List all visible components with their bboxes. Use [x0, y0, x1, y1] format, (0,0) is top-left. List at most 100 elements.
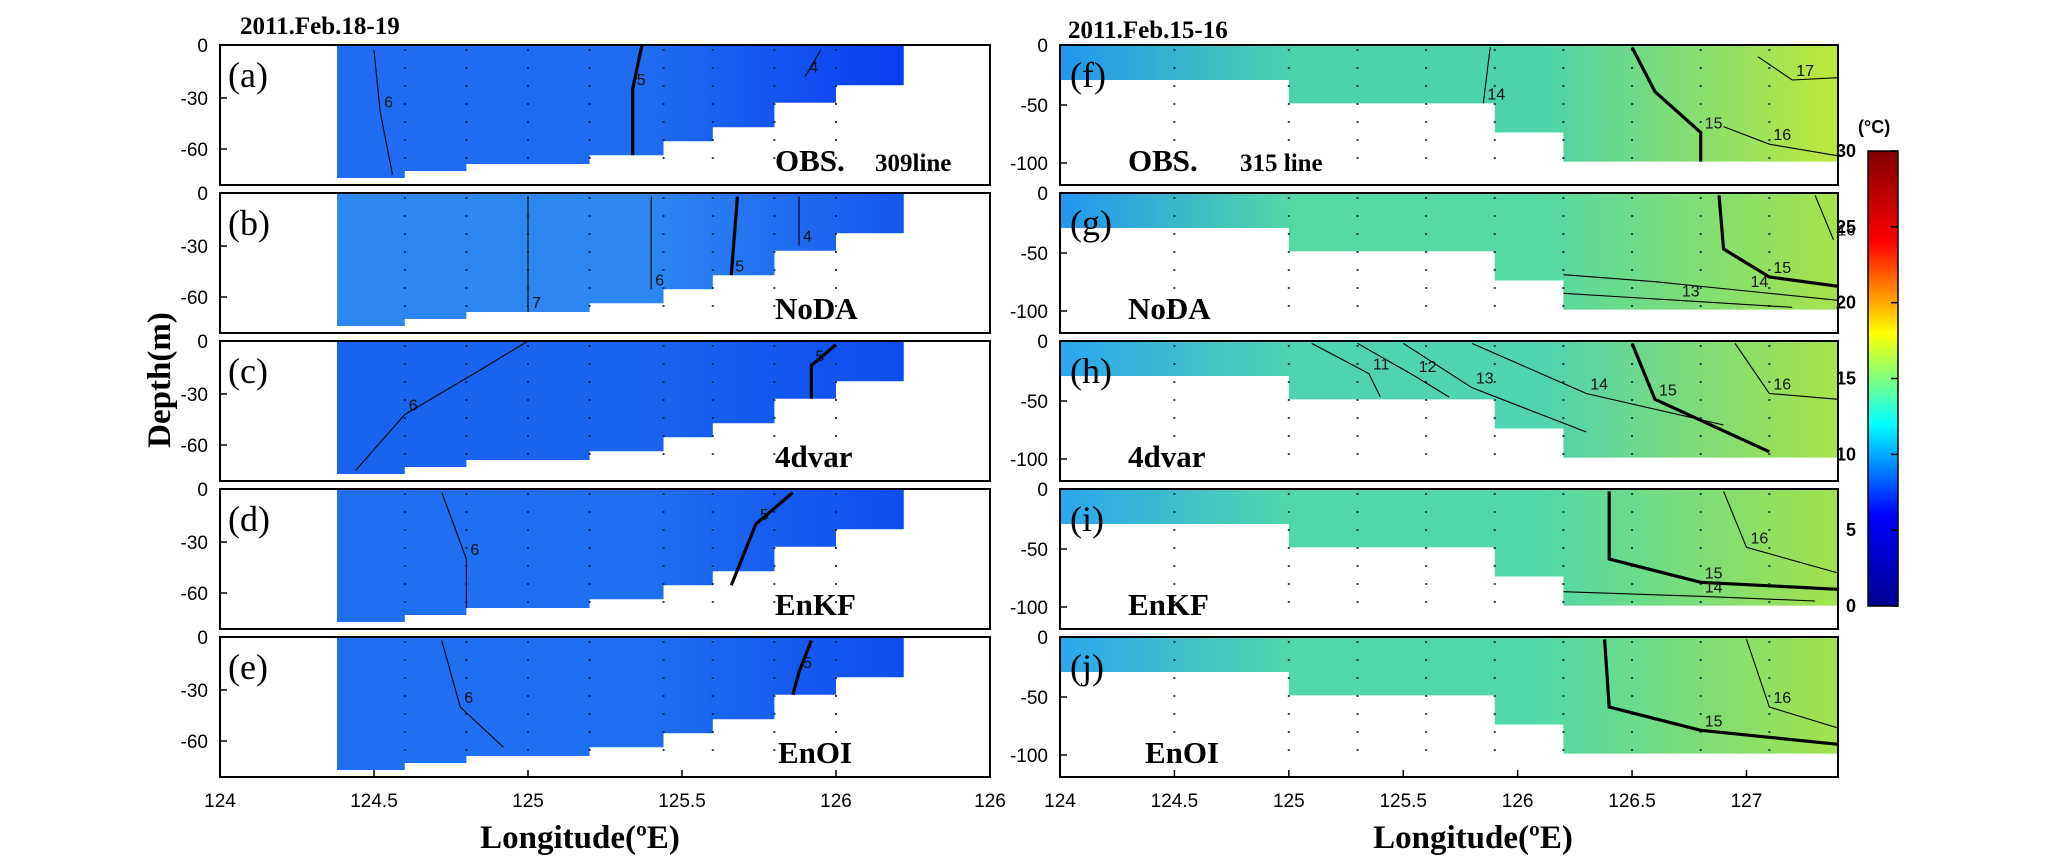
y-tick-label: 0: [1037, 184, 1048, 205]
y-tick-label: -30: [181, 237, 208, 258]
panel-frame: [219, 636, 991, 778]
temperature-field: [1060, 45, 1838, 162]
temperature-field: [1060, 637, 1838, 754]
y-tick-label: 0: [197, 36, 208, 57]
y-tick-label: 0: [1037, 36, 1048, 57]
contour-6: [441, 492, 467, 608]
contour-label-6: 6: [384, 95, 393, 112]
panel-label: (j): [1070, 647, 1104, 687]
colorbar-ticks: 0 5 10 15 20 25 30: [1836, 141, 1898, 616]
contour-14: [1563, 274, 1839, 301]
panel-c: 6 5 0 -30 -60 (c) 4dvar: [181, 332, 991, 482]
contour-15: [1717, 195, 1839, 288]
model-name: OBS.: [775, 143, 845, 178]
y-tick-label: 0: [197, 332, 208, 353]
temperature-field: [337, 637, 904, 770]
contour-5: [791, 639, 813, 696]
model-name: EnOI: [778, 735, 852, 770]
left-column-panels: 6 5 4 0 -30 -60 (a) OBS. 309line 7 6 5 4 0 -30 -60 (b) No…: [181, 36, 1006, 812]
temperature-field: [1060, 489, 1838, 606]
y-tick-label: -30: [181, 89, 208, 110]
right-title: 2011.Feb.15-16: [1068, 17, 1228, 44]
contour-label-4: 4: [809, 60, 818, 77]
y-tick-label: -60: [181, 140, 208, 161]
x-tick-label: 124.5: [1151, 791, 1199, 812]
colorbar: (°C) 0 5 10 15 20 25 30: [1836, 117, 1899, 616]
panel-b: 7 6 5 4 0 -30 -60 (b) NoDA: [181, 184, 991, 334]
model-name: 4dvar: [775, 439, 853, 474]
contour-label-5: 5: [803, 655, 812, 672]
panel-d: 6 5 0 -30 -60 (d) EnKF: [181, 480, 991, 630]
x-tick-label: 126: [974, 791, 1006, 812]
contour-13: [1402, 342, 1587, 433]
model-name: EnKF: [1128, 587, 1209, 622]
y-tick-label: -50: [1021, 244, 1048, 265]
contour-label-15: 15: [1773, 260, 1791, 277]
contour-6: [373, 50, 394, 175]
y-tick-label: 0: [1037, 332, 1048, 353]
contour-label-14: 14: [1750, 274, 1768, 291]
panel-label: (a): [228, 55, 268, 95]
left-title: 2011.Feb.18-19: [240, 13, 400, 40]
y-tick-label: -60: [181, 732, 208, 753]
y-tick-label: -60: [181, 436, 208, 457]
y-tick-label: -60: [181, 584, 208, 605]
y-tick-label: -100: [1010, 598, 1048, 619]
panel-j: 15 16 0 -50 -100 (j) EnOI: [1010, 628, 1839, 778]
y-axis-label: Depth(m): [142, 312, 178, 448]
y-tick-label: -30: [181, 533, 208, 554]
contour-5: [631, 44, 644, 156]
y-tick-label: 0: [1037, 480, 1048, 501]
colorbar-title: (°C): [1858, 117, 1890, 137]
panel-h: 11 12 13 14 15 16 0 -50 -100 (h) 4dvar: [1010, 332, 1839, 482]
contour-5: [729, 196, 740, 276]
panel-frame: [1059, 488, 1839, 630]
contour-16: [1745, 639, 1839, 729]
contour-label-17: 17: [1796, 63, 1814, 80]
x-tick-label: 125: [512, 791, 544, 812]
contour-label-6: 6: [464, 690, 473, 707]
contour-label-15: 15: [1705, 116, 1723, 133]
contour-15: [1630, 46, 1703, 162]
panel-frame: [1059, 636, 1839, 778]
y-tick-label: -100: [1010, 450, 1048, 471]
colorbar-tick-label: 10: [1836, 444, 1856, 464]
contour-17: [1757, 56, 1839, 81]
contour-13: [1563, 292, 1793, 308]
x-tick-label: 124.5: [350, 791, 398, 812]
contour-label-5: 5: [735, 258, 744, 275]
panel-frame: [219, 192, 991, 334]
y-tick-label: -50: [1021, 392, 1048, 413]
contour-label-15: 15: [1705, 713, 1723, 730]
contour-label-14: 14: [1705, 579, 1723, 596]
contour-16: [1734, 343, 1839, 400]
contour-5: [809, 343, 838, 399]
colorbar-tick-label: 30: [1836, 141, 1856, 161]
y-tick-label: -50: [1021, 688, 1048, 709]
panel-f: 14 15 16 17 0 -50 -100 (f) OBS. 315 line: [1010, 36, 1839, 186]
contour-6: [355, 340, 529, 471]
panel-frame: [219, 340, 991, 482]
y-tick-label: 0: [197, 628, 208, 649]
panel-frame: [1059, 340, 1839, 482]
y-tick-label: -30: [181, 385, 208, 406]
contour-14: [1563, 591, 1816, 602]
model-name: OBS.: [1128, 143, 1198, 178]
contour-label-16: 16: [1773, 127, 1791, 144]
y-tick-label: 0: [197, 184, 208, 205]
y-tick-label: -100: [1010, 302, 1048, 323]
contour-5: [729, 491, 794, 586]
contour-label-14: 14: [1487, 86, 1505, 103]
model-name: NoDA: [1128, 291, 1211, 326]
contour-label-4: 4: [803, 229, 812, 246]
x-tick-label: 124: [204, 791, 236, 812]
panel-label: (g): [1070, 203, 1112, 243]
contour-label-13: 13: [1476, 371, 1494, 388]
contour-label-16: 16: [1773, 377, 1791, 394]
contour-label-11: 11: [1373, 357, 1390, 374]
contour-label-12: 12: [1419, 359, 1437, 376]
contour-4: [804, 49, 822, 77]
model-name: EnKF: [775, 587, 856, 622]
panel-label: (h): [1070, 351, 1112, 391]
